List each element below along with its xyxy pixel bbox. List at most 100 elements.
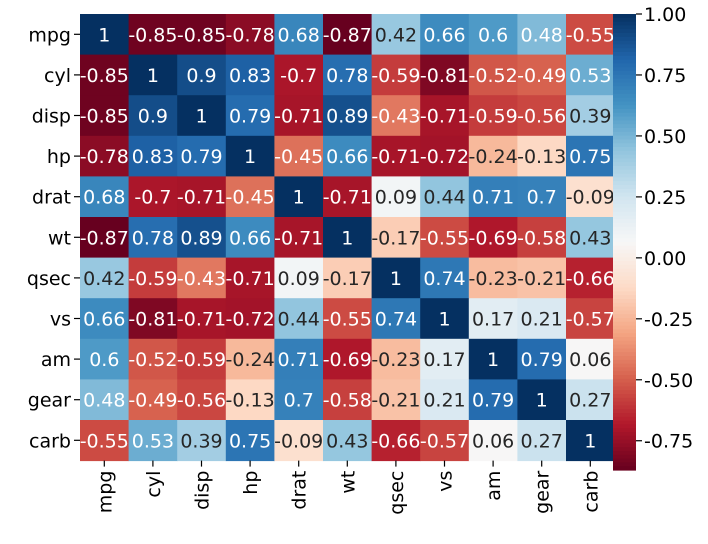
heatmap-cell <box>468 135 518 177</box>
heatmap-cells <box>80 14 616 462</box>
x-tick-label: drat <box>289 471 311 510</box>
heatmap-cell-value: 0.39 <box>569 106 611 128</box>
heatmap-cell-value: 1 <box>244 146 256 168</box>
heatmap-cell <box>274 379 324 421</box>
colorbar-segment <box>613 272 636 277</box>
heatmap-cell <box>274 338 324 380</box>
heatmap-cell-value: 0.7 <box>284 390 314 412</box>
heatmap-cell-value: 0.6 <box>89 349 119 371</box>
heatmap-cell <box>128 298 178 340</box>
heatmap-cell <box>177 298 227 340</box>
x-tick-label: gear <box>532 470 554 513</box>
heatmap-cell-value: 0.42 <box>83 268 125 290</box>
heatmap-cell <box>177 257 227 299</box>
heatmap-cell <box>323 379 373 421</box>
heatmap-cell <box>468 420 518 462</box>
colorbar-segment <box>613 352 636 357</box>
heatmap-cell-value: -0.13 <box>226 390 275 412</box>
x-tick-label: cyl <box>143 471 165 498</box>
colorbar-segment <box>613 382 636 387</box>
heatmap-cell-value: -0.85 <box>80 106 129 128</box>
colorbar-segment <box>613 173 636 178</box>
heatmap-cell-value: 0.79 <box>229 106 271 128</box>
colorbar-segment <box>613 283 636 289</box>
colorbar-segment <box>613 413 636 418</box>
heatmap-cell-value: 0.27 <box>521 430 563 452</box>
heatmap-cell <box>225 14 275 56</box>
heatmap-cell-value: -0.78 <box>80 146 129 168</box>
heatmap-cell <box>468 95 518 137</box>
heatmap-cell-value: -0.52 <box>128 349 177 371</box>
colorbar-segment <box>613 181 636 186</box>
heatmap-cell <box>371 135 421 177</box>
heatmap-cell <box>566 379 616 421</box>
heatmap-cell-value: -0.71 <box>226 268 275 290</box>
heatmap-cell-value: -0.87 <box>80 227 129 249</box>
heatmap-cell <box>371 95 421 137</box>
heatmap-cell-value: -0.87 <box>323 24 372 46</box>
heatmap-cell-value: 0.66 <box>423 24 465 46</box>
colorbar-tick-label: 0.25 <box>644 187 686 209</box>
heatmap-cell <box>323 176 373 218</box>
colorbar-segment <box>613 424 636 429</box>
heatmap-cell <box>128 420 178 462</box>
colorbar-segment <box>613 454 636 460</box>
colorbar-tick-label: 0.00 <box>644 248 686 270</box>
colorbar-segment <box>613 276 636 281</box>
colorbar-segment <box>613 439 636 444</box>
heatmap-cell-value: 0.66 <box>326 146 368 168</box>
heatmap-cell <box>420 14 470 56</box>
colorbar-segment <box>613 207 636 213</box>
heatmap-cell-value: -0.45 <box>226 187 275 209</box>
heatmap-cell <box>517 135 567 177</box>
colorbar-segment <box>613 416 636 422</box>
heatmap-cell-value: -0.43 <box>177 268 226 290</box>
heatmap-cell-value: 0.68 <box>278 24 320 46</box>
heatmap-cell <box>566 298 616 340</box>
colorbar-segment <box>613 36 636 42</box>
colorbar-segment <box>613 44 636 49</box>
colorbar-segment <box>613 112 636 118</box>
heatmap-cell <box>80 338 130 380</box>
heatmap-cell-value: 0.53 <box>569 65 611 87</box>
heatmap-cell <box>323 14 373 56</box>
y-tick-label: mpg <box>28 24 71 46</box>
colorbar-segment <box>613 261 636 266</box>
heatmap-cell-value: -0.55 <box>80 430 129 452</box>
colorbar-segment <box>613 162 636 167</box>
heatmap-cell <box>517 176 567 218</box>
heatmap-cell <box>371 298 421 340</box>
colorbar-segment <box>613 124 636 129</box>
colorbar-segment <box>613 40 636 45</box>
heatmap-cell <box>517 217 567 259</box>
heatmap-cell <box>323 338 373 380</box>
heatmap-cell <box>420 338 470 380</box>
heatmap-cell-value: -0.55 <box>323 309 372 331</box>
colorbar-segment <box>613 428 636 433</box>
heatmap-cell <box>517 420 567 462</box>
colorbar-segment <box>613 169 636 175</box>
colorbar-segment <box>613 432 636 437</box>
heatmap-cell <box>420 257 470 299</box>
heatmap-cell <box>177 379 227 421</box>
colorbar-segment <box>613 158 636 163</box>
heatmap-cell-value: -0.81 <box>420 65 469 87</box>
x-tick-label: mpg <box>94 471 116 514</box>
colorbar-segment <box>613 238 636 243</box>
heatmap-cell-value: 0.71 <box>472 187 514 209</box>
heatmap-cell <box>128 14 178 56</box>
heatmap-cell <box>80 298 130 340</box>
heatmap-cell-value: 0.89 <box>180 227 222 249</box>
heatmap-cell-value: -0.71 <box>177 187 226 209</box>
heatmap-cell <box>323 217 373 259</box>
heatmap-cell-value: -0.49 <box>517 65 566 87</box>
heatmap-cell-value: 1 <box>438 309 450 331</box>
heatmap-cell <box>80 257 130 299</box>
colorbar-segment <box>613 302 636 308</box>
heatmap-cell-value: 0.71 <box>278 349 320 371</box>
heatmap-cell <box>128 338 178 380</box>
x-tick-label: am <box>483 471 505 501</box>
colorbar-segment <box>613 287 636 292</box>
y-axis: mpg cyl disp hp drat wt qsec vs am gear carb <box>27 24 80 452</box>
